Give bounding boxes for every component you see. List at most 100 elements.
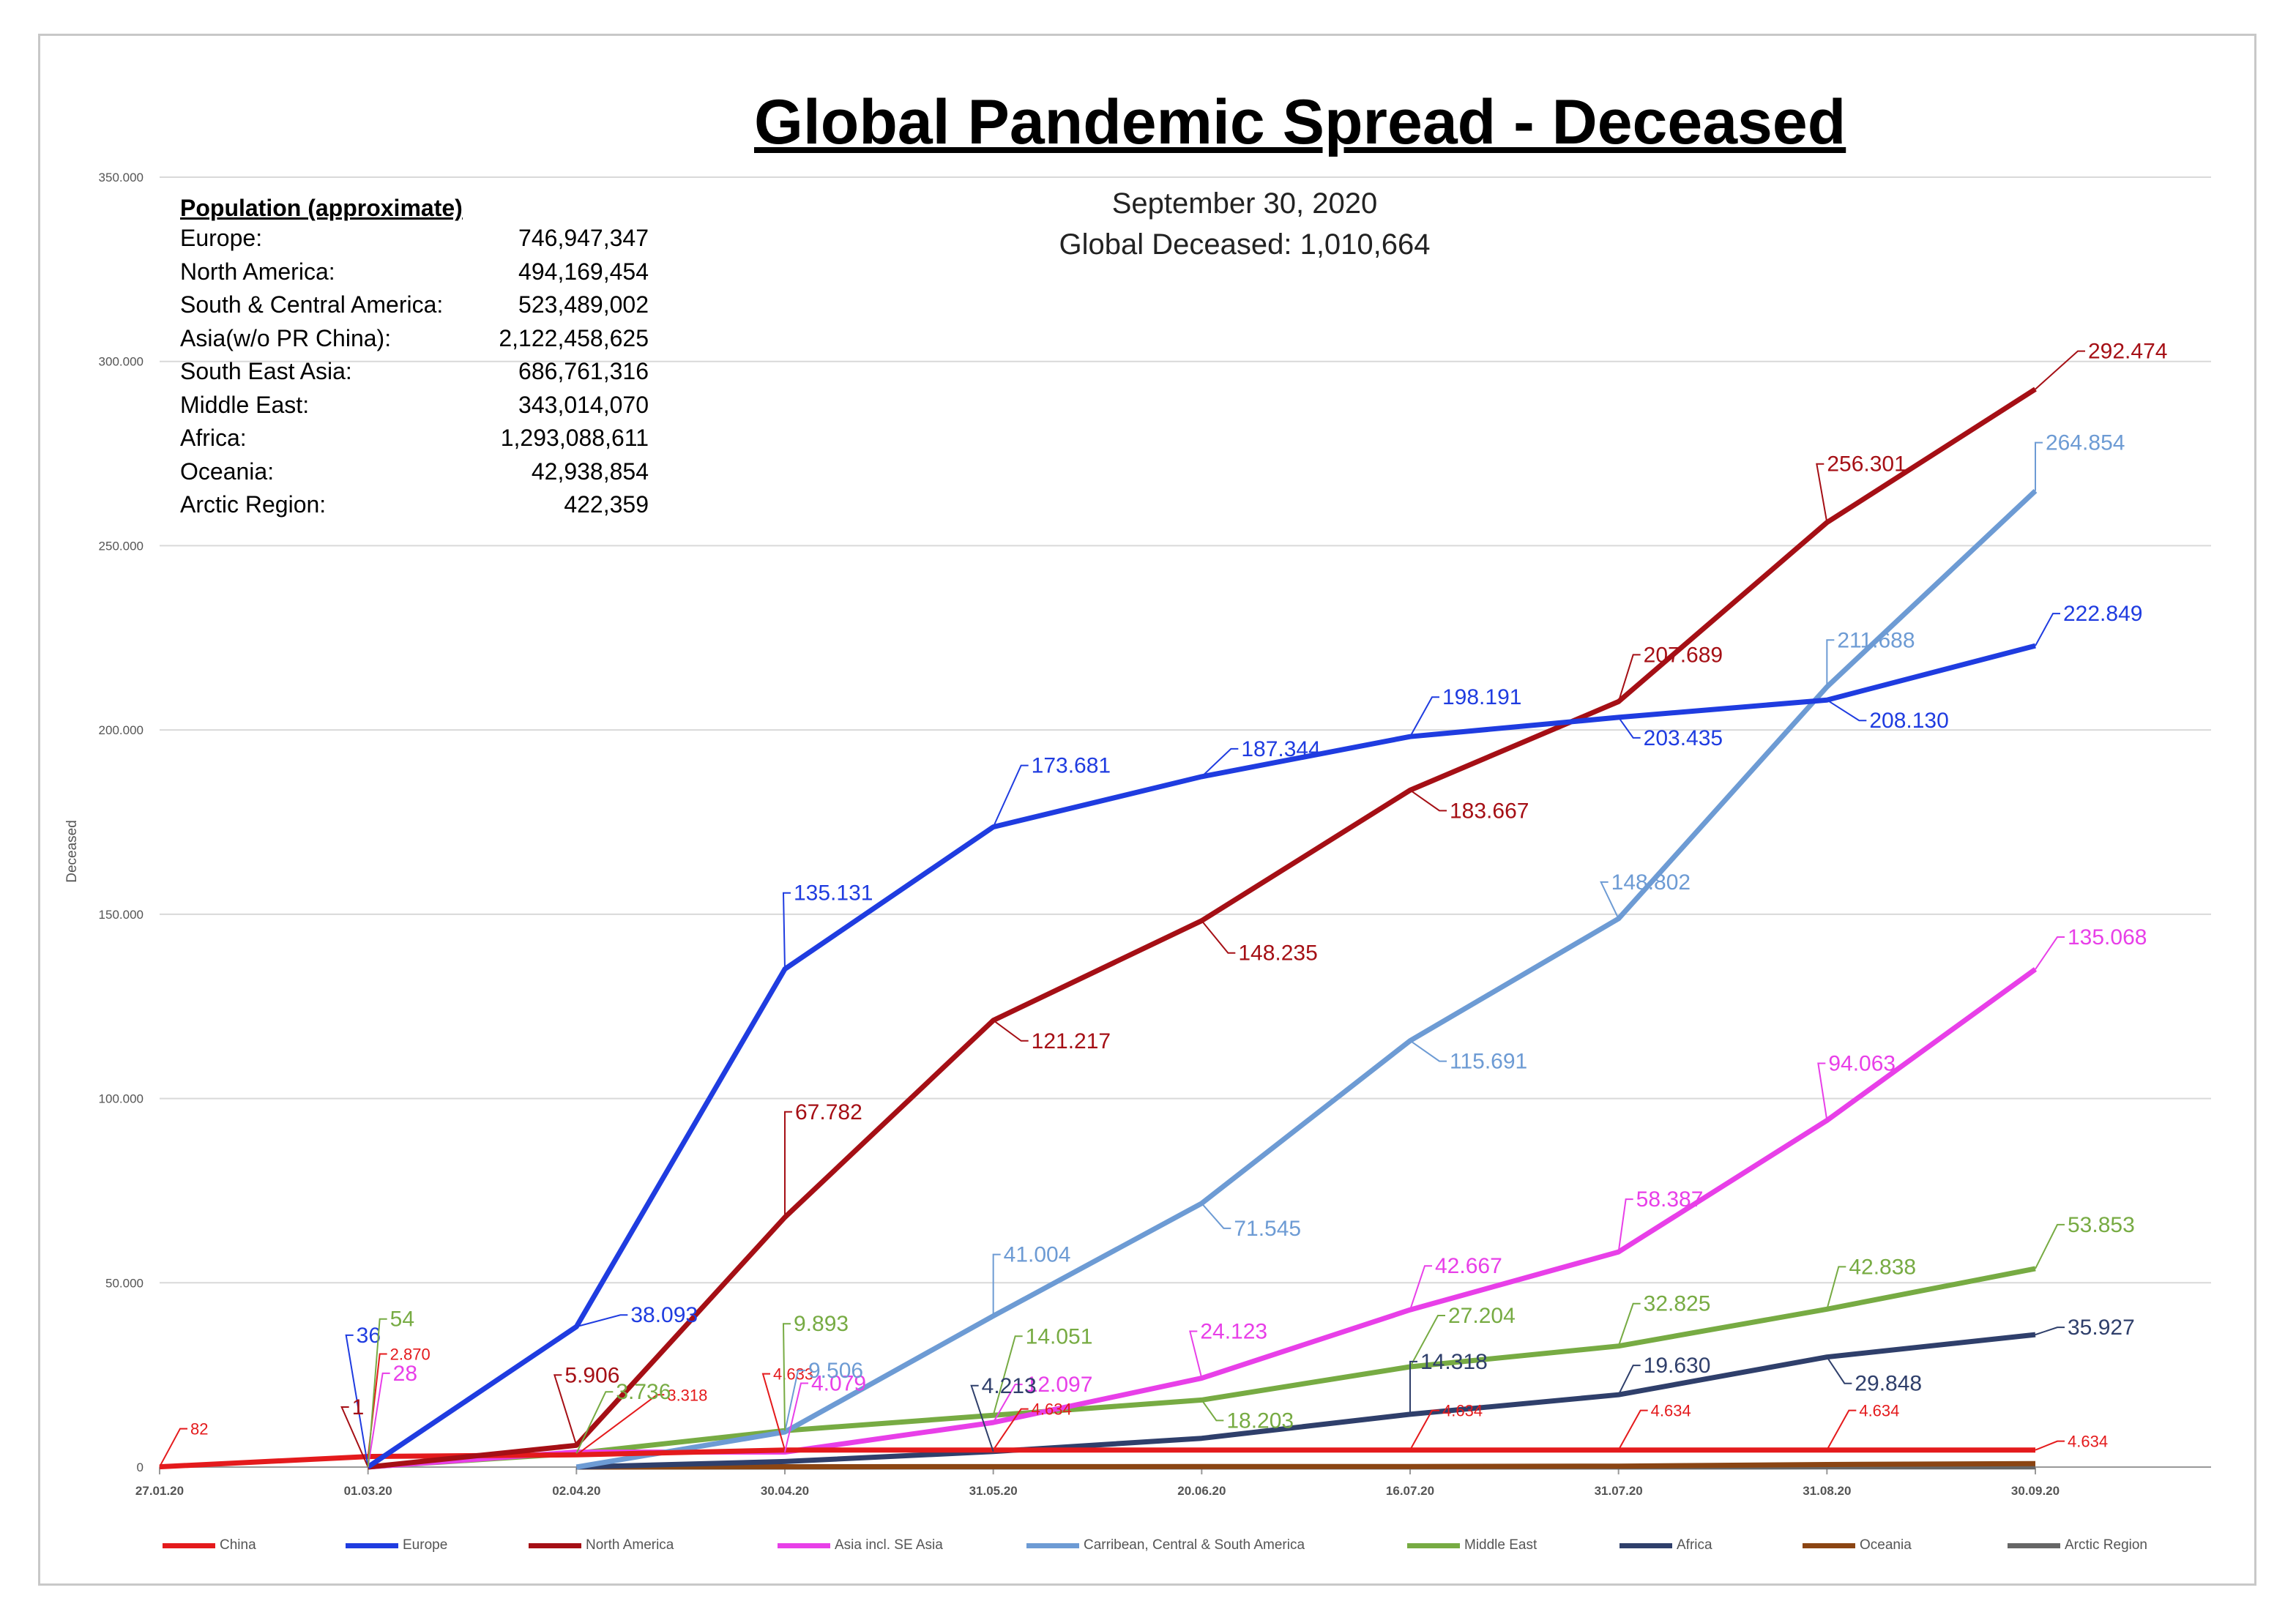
data-label-leader [576,1314,628,1328]
data-label: 203.435 [1644,726,1723,750]
data-label-leader [1409,1040,1447,1062]
legend-swatch [163,1542,215,1548]
data-label: 148.235 [1238,941,1317,966]
population-region: Africa: [180,425,247,451]
chart-title: Global Pandemic Spread - Deceased [754,87,1846,157]
data-label: 135.131 [794,881,873,906]
data-label: 41.004 [1004,1243,1071,1267]
population-heading: Population (approximate) [180,195,463,221]
data-label-leader [367,1372,390,1468]
legend-item: Oceania [1803,1537,1912,1553]
data-label-leader [970,1384,994,1452]
legend-label: Asia incl. SE Asia [835,1537,943,1553]
data-label: 4.634 [1032,1400,1072,1419]
data-label: 115.691 [1450,1050,1527,1074]
data-label-leader [1201,1203,1231,1229]
data-label-leader [575,1391,614,1454]
population-row: South East Asia: 686,761,316 [180,358,649,392]
data-label: 42.838 [1849,1255,1916,1279]
data-label: 256.301 [1827,452,1906,477]
population-row: Middle East: 343,014,070 [180,392,649,425]
data-label: 222.849 [2063,602,2142,626]
population-row: South & Central America: 523,489,002 [180,291,649,325]
data-label: 207.689 [1644,643,1723,667]
data-label: 12.097 [1026,1373,1093,1397]
global-deceased-total: Global Deceased: 1,010,664 [1059,228,1431,261]
population-region: Europe: [180,225,263,251]
population-row: Europe: 746,947,347 [180,225,649,258]
population-value: 42,938,854 [531,458,649,485]
data-label: 183.667 [1450,799,1529,823]
data-label-leader [992,1384,1023,1423]
axis-layer: 0 50.000 100.000 150.000 200.000 250.000 300.0… [64,171,2060,1498]
data-label-leader [1409,696,1439,737]
population-row: North America: 494,169,454 [180,258,649,292]
data-label: 4.634 [1651,1402,1691,1420]
data-label: 5.906 [564,1363,619,1387]
legend-swatch [1803,1542,1855,1548]
chart-frame [38,34,2256,1586]
y-tick-label: 250.000 [99,539,144,553]
legend-item: Africa [1620,1537,1712,1553]
population-value: 746,947,347 [518,225,649,251]
series-line-carribean-central-south-america [575,489,2038,1470]
data-label: 53.853 [2068,1213,2135,1237]
series-line-europe [366,643,2036,1469]
data-label: 9.893 [794,1312,849,1336]
legend-swatch [1407,1542,1460,1548]
data-label-leader [1201,747,1239,777]
legend-label: China [220,1537,256,1553]
population-value: 422,359 [564,491,649,518]
data-label-leader [553,1374,578,1446]
data-label-leader [992,1408,1029,1451]
series-line-north-america [368,387,2037,1470]
data-label-leader [2035,1223,2065,1269]
data-label: 211.688 [1837,628,1915,652]
data-label-leader [761,1373,786,1450]
data-label-leader [1617,1409,1648,1451]
data-label-leader [1617,1198,1633,1253]
legend-label: Carribean, Central & South America [1084,1537,1305,1553]
data-label-leader [992,1253,1001,1316]
data-label: 148.802 [1611,870,1691,895]
y-tick-label: 100.000 [99,1092,144,1106]
data-label-leader [2035,350,2085,390]
y-tick-label: 150.000 [99,908,144,922]
data-label-leader [575,1394,665,1456]
legend-item: North America [529,1537,674,1553]
legend-item: Middle East [1407,1537,1537,1553]
data-label: 187.344 [1241,737,1320,761]
data-label: 292.474 [2088,340,2167,364]
data-label-leader [1617,1302,1641,1347]
population-value: 2,122,458,625 [499,324,649,351]
x-tick-label: 31.08.20 [1803,1484,1851,1498]
x-tick-label: 31.07.20 [1595,1484,1643,1498]
data-label: 198.191 [1442,685,1521,709]
x-tick-label: 16.07.20 [1386,1484,1434,1498]
data-label: 24.123 [1200,1320,1267,1344]
legend-label: Arctic Region [2065,1537,2147,1553]
legend-item: Arctic Region [2008,1537,2147,1553]
data-label-leader [1600,881,1620,919]
data-label-leader [1817,1062,1828,1121]
series-line-africa [576,1332,2036,1470]
data-label: 54 [390,1307,414,1332]
data-label: 121.217 [1032,1029,1111,1053]
data-label: 32.825 [1644,1292,1711,1316]
legend-label: Africa [1677,1537,1712,1553]
population-region: South East Asia: [180,358,352,384]
data-label: 4.634 [1859,1402,1899,1420]
legend-label: North America [586,1537,674,1553]
data-label: 135.068 [2068,925,2147,949]
legend-swatch [529,1542,581,1548]
y-tick-label: 350.000 [99,171,144,184]
population-region: North America: [180,258,335,285]
data-label: 3.736 [616,1380,671,1404]
data-label-leader [340,1406,369,1468]
data-label-leader [1409,1265,1432,1310]
data-label-leader [784,1382,808,1452]
data-label: 208.130 [1869,709,1948,733]
data-label-leader [1409,789,1447,812]
data-label-leader [345,1334,369,1467]
